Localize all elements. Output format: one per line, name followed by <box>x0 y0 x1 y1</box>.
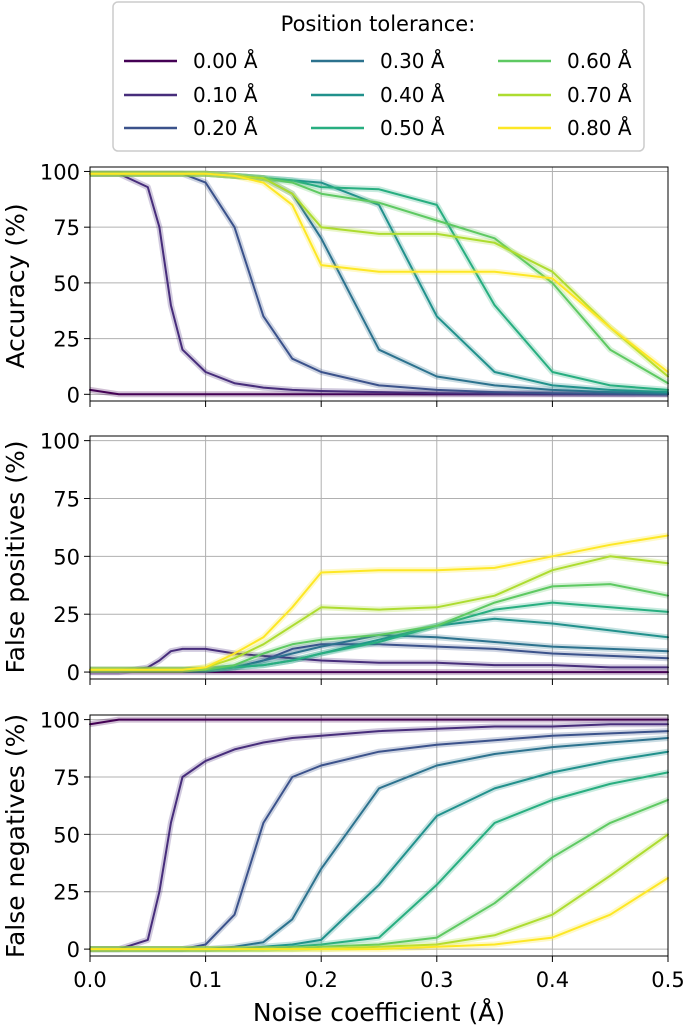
accuracy-panel: 0 25 50 75 100 Accuracy (%) <box>1 160 670 407</box>
x-tick-label: 0.4 <box>536 968 569 992</box>
y-tick-label: 25 <box>53 881 80 905</box>
series-line <box>89 534 669 671</box>
axes-frame <box>89 714 669 957</box>
series-line <box>89 723 669 951</box>
y-tick-label: 100 <box>40 430 80 454</box>
y-tick-label: 50 <box>53 272 80 296</box>
legend-label: 0.70 Å <box>567 83 632 107</box>
legend-entry: 0.00 Å <box>124 49 258 73</box>
legend-entry: 0.10 Å <box>124 83 258 107</box>
y-tick-label: 25 <box>53 603 80 627</box>
series-line <box>89 172 669 373</box>
y-tick-label: 0 <box>67 661 80 685</box>
x-axis-label: Noise coefficient (Å) <box>253 998 505 1027</box>
x-tick-label: 0.5 <box>651 968 684 992</box>
legend-entry: 0.60 Å <box>498 49 632 73</box>
y-axis-label: False positives (%) <box>1 441 30 674</box>
x-tick-label: 0.3 <box>420 968 453 992</box>
legend-title: Position tolerance: <box>281 12 476 36</box>
series-line <box>89 647 669 674</box>
series-line <box>89 718 669 726</box>
legend-frame <box>112 1 645 152</box>
legend-entry: 0.50 Å <box>311 116 445 140</box>
y-axis-label: False negatives (%) <box>1 714 30 958</box>
legend-label: 0.50 Å <box>380 116 445 140</box>
y-axis-label: Accuracy (%) <box>1 203 30 368</box>
series-line <box>89 877 669 951</box>
y-tick-label: 50 <box>53 823 80 847</box>
series-band <box>90 748 669 953</box>
y-tick-label: 50 <box>53 545 80 569</box>
x-tick-label: 0.0 <box>73 968 106 992</box>
false-negatives-panel: 0 25 50 75 100 0.0 0.1 0.2 0.3 0.4 0.5 False negati… <box>1 709 685 992</box>
legend: Position tolerance: 0.00 Å 0.10 Å 0.20 Å 0.… <box>112 1 645 152</box>
legend-entry: 0.20 Å <box>124 116 258 140</box>
axes-frame <box>89 435 669 680</box>
x-tick-label: 0.1 <box>189 968 222 992</box>
legend-label: 0.60 Å <box>567 49 632 73</box>
series-line <box>89 750 669 951</box>
y-tick-label: 75 <box>53 766 80 790</box>
legend-entry: 0.70 Å <box>498 83 632 107</box>
y-tick-label: 25 <box>53 328 80 352</box>
y-tick-label: 0 <box>67 938 80 962</box>
y-tick-label: 100 <box>40 709 80 733</box>
x-tick-label: 0.2 <box>304 968 337 992</box>
legend-label: 0.30 Å <box>380 49 445 73</box>
false-positives-panel: 0 25 50 75 100 False positives (%) <box>1 430 669 685</box>
legend-label: 0.40 Å <box>380 83 445 107</box>
y-tick-label: 100 <box>40 160 80 184</box>
legend-label: 0.10 Å <box>193 83 258 107</box>
legend-label: 0.80 Å <box>567 116 632 140</box>
legend-entry: 0.30 Å <box>311 49 445 73</box>
legend-label: 0.20 Å <box>193 116 258 140</box>
legend-label: 0.00 Å <box>193 49 258 73</box>
y-tick-label: 0 <box>67 383 80 407</box>
legend-entry: 0.40 Å <box>311 83 445 107</box>
axes-frame <box>89 166 669 402</box>
series-line <box>89 172 669 396</box>
legend-entry: 0.80 Å <box>498 116 632 140</box>
y-tick-label: 75 <box>53 216 80 240</box>
y-tick-label: 75 <box>53 487 80 511</box>
